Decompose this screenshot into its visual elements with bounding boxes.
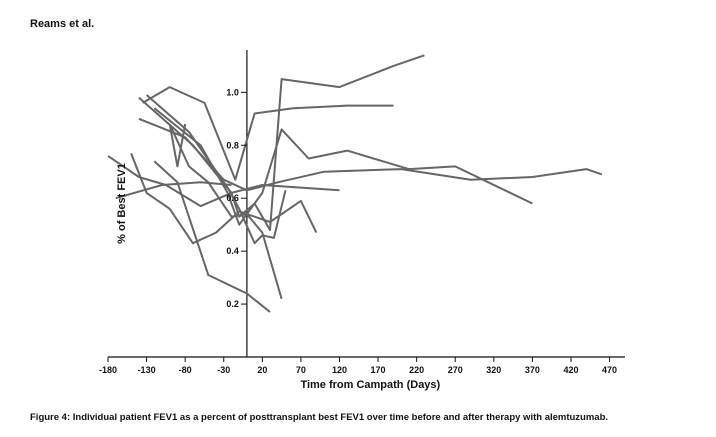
- x-tick-label: 20: [257, 365, 267, 375]
- x-tick-label: 270: [448, 365, 463, 375]
- author-header: Reams et al.: [30, 18, 95, 30]
- x-tick-label: 170: [371, 365, 386, 375]
- x-tick-label: -180: [99, 365, 117, 375]
- x-tick-label: 470: [602, 365, 617, 375]
- ticks-layer: -180 -130 -80 -30 20 70 120 170 220 270 320 370 420 4…: [99, 87, 617, 375]
- patient-line-9: [168, 123, 283, 300]
- patient-line-10: [145, 94, 287, 245]
- x-tick-label: 320: [486, 365, 501, 375]
- patient-line-2: [138, 54, 425, 231]
- patient-line-11: [168, 123, 187, 168]
- patient-line-3: [153, 107, 533, 226]
- x-tick-label: -30: [217, 365, 230, 375]
- patient-line-5: [107, 155, 340, 208]
- figure-caption: Figure 4: Individual patient FEV1 as a p…: [30, 412, 609, 423]
- y-axis-title: % of Best FEV1: [116, 163, 128, 244]
- x-tick-label: 370: [525, 365, 540, 375]
- patient-line-8: [153, 160, 271, 313]
- y-tick-label: 0.6: [226, 193, 239, 203]
- x-tick-label: -80: [179, 365, 192, 375]
- patient-line-1: [142, 86, 394, 181]
- patient-line-4: [138, 117, 603, 192]
- x-tick-label: 70: [296, 365, 306, 375]
- x-tick-label: -130: [138, 365, 156, 375]
- patient-line-6: [115, 181, 232, 200]
- y-tick-label: 0.2: [226, 299, 239, 309]
- x-tick-label: 120: [332, 365, 347, 375]
- series-layer: [107, 54, 603, 313]
- x-tick-label: 420: [563, 365, 578, 375]
- patient-line-7: [130, 152, 318, 245]
- axes: [108, 50, 625, 358]
- y-tick-label: 0.8: [226, 140, 239, 150]
- y-tick-label: 0.4: [226, 246, 239, 256]
- x-axis-title: Time from Campath (Days): [300, 379, 440, 391]
- x-tick-label: 220: [409, 365, 424, 375]
- y-tick-label: 1.0: [226, 87, 239, 97]
